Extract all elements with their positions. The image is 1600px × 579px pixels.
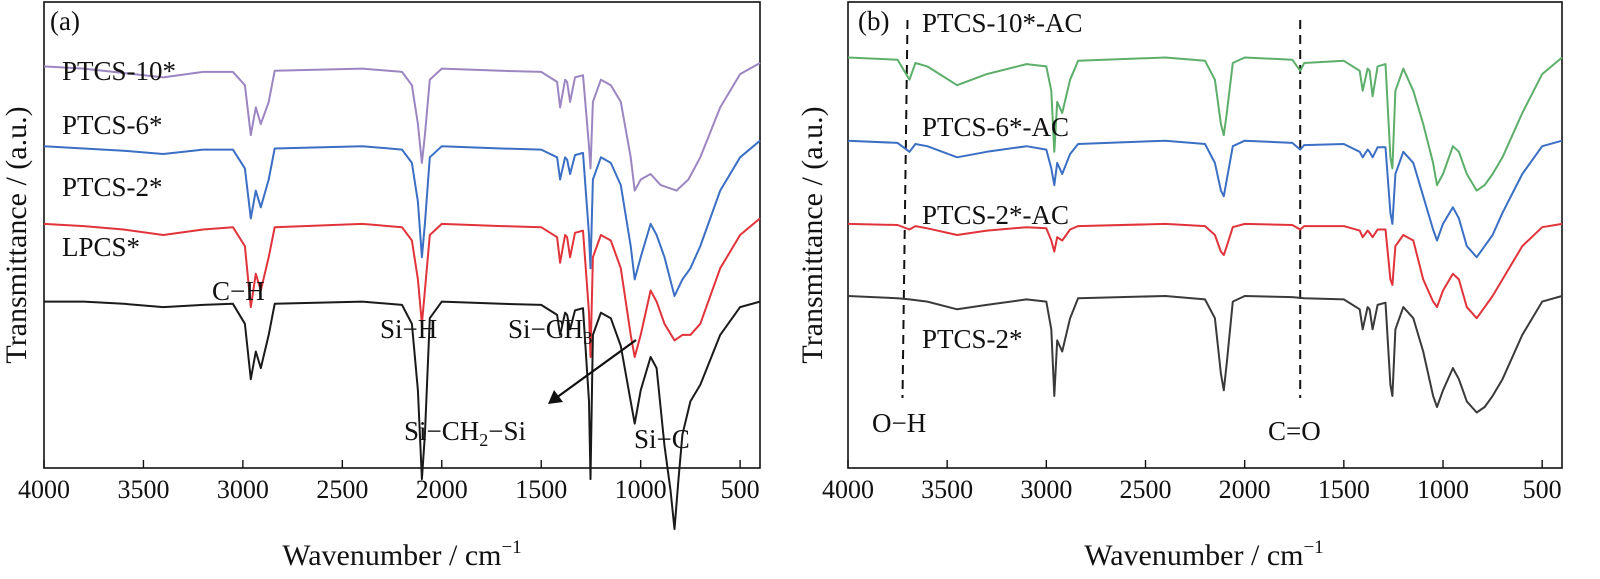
annotation-si-h: Si−H [380,314,437,344]
plot-area-a [43,1,761,469]
x-tick-label: 500 [1523,475,1562,504]
x-axis-label-b: Wavenumber / cm−1 [1084,537,1323,572]
series-label-ptcs-2: PTCS-2* [62,172,163,202]
annotation-o-h: O−H [872,408,926,438]
reference-line [901,19,909,399]
plot-area-b [847,1,1563,469]
annotation-c-o: C=O [1268,416,1321,446]
x-tick-label: 2500 [316,475,368,504]
x-tick-label: 1500 [515,475,567,504]
x-axis-ticks-b: 4000 3500 3000 2500 2000 1500 1000 500 [822,460,1562,504]
annotation-si-ch3: Si−CH3 [508,314,592,348]
annotations-a: C−H Si−H Si−CH3 Si−CH2−Si Si−C [212,276,690,454]
series-label-lpcs: LPCS* [62,232,140,262]
x-tick-label: 3000 [1020,475,1072,504]
y-axis-label-b: Transmittance / (a.u.) [796,106,829,363]
x-tick-label: 2000 [1219,475,1271,504]
x-tick-label: 3000 [217,475,269,504]
series-traces-b [847,56,1563,414]
panel-label-a: (a) [50,6,80,36]
x-tick-label: 3500 [921,475,973,504]
panel-label-b: (b) [858,6,889,36]
series-line [43,62,761,192]
x-axis-label-a: Wavenumber / cm−1 [282,537,521,572]
series-label-ptcs-2-ac: PTCS-2*-AC [922,200,1069,230]
series-line [847,295,1563,414]
series-line [847,139,1563,259]
x-tick-label: 4000 [18,475,70,504]
x-tick-label: 3500 [117,475,169,504]
series-traces-a [43,62,761,530]
panel-a: (a) 4000 3500 3000 2500 2000 1500 1000 500 PTCS… [0,1,761,572]
y-axis-label-a: Transmittance / (a.u.) [0,106,33,363]
series-line [43,217,761,358]
x-tick-label: 1000 [1417,475,1469,504]
series-label-ptcs-6: PTCS-6* [62,110,163,140]
x-tick-label: 2500 [1120,475,1172,504]
reference-lines-b [901,19,1302,399]
series-line [43,139,761,297]
series-line [847,222,1563,320]
x-tick-label: 1500 [1318,475,1370,504]
series-line [847,56,1563,192]
arrow-head [548,390,563,404]
annotation-si-c: Si−C [634,424,690,454]
x-axis-ticks-a: 4000 3500 3000 2500 2000 1500 1000 500 [18,460,760,504]
series-line [44,300,761,530]
series-label-ptcs-2-b: PTCS-2* [922,324,1023,354]
series-label-ptcs-10-ac: PTCS-10*-AC [922,8,1083,38]
x-tick-label: 2000 [416,475,468,504]
series-label-ptcs-6-ac: PTCS-6*-AC [922,112,1069,142]
x-tick-label: 1000 [615,475,667,504]
annotation-arrow-si-ch2-si [555,339,637,399]
annotation-si-ch2-si: Si−CH2−Si [404,416,526,450]
series-label-ptcs-10: PTCS-10* [62,56,176,86]
panel-b: (b) 4000 3500 3000 2500 2000 1500 1000 500 PTCS… [796,1,1563,572]
x-tick-label: 4000 [822,475,874,504]
x-tick-label: 500 [721,475,760,504]
annotation-c-h: C−H [212,276,265,306]
